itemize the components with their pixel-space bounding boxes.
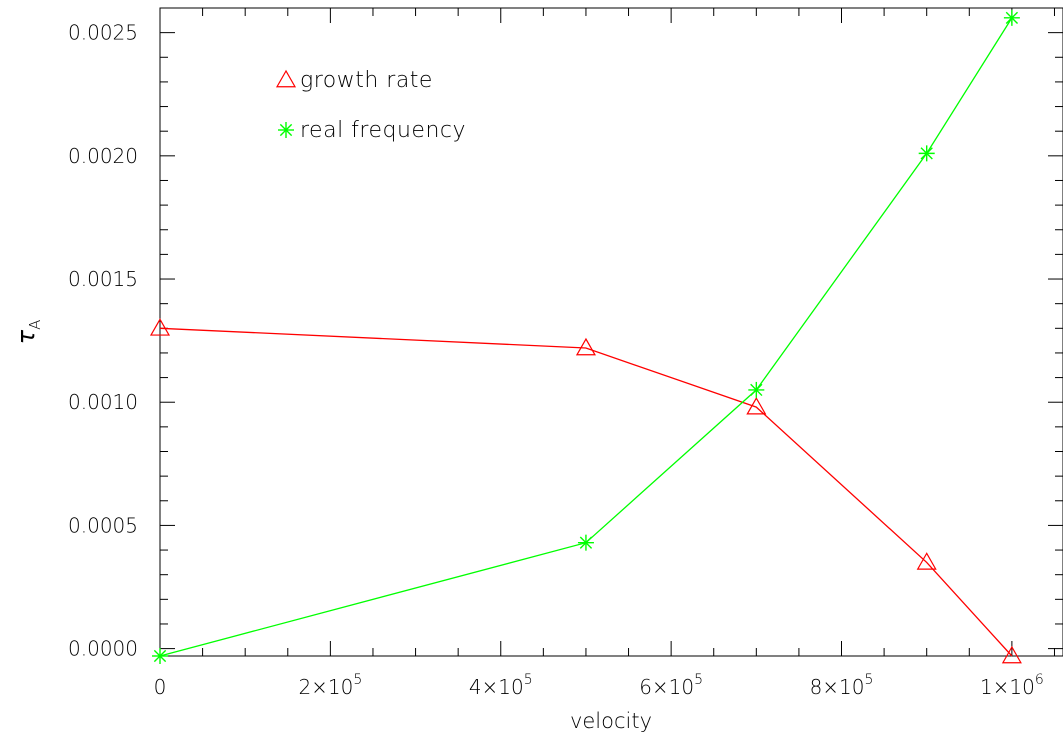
data-point-asterisk [748,381,765,398]
data-point-asterisk [152,648,168,664]
series-line [159,327,1013,657]
x-axis-title: velocity [570,709,652,733]
series-growth-rate [149,318,1022,664]
x-tick-labels: 0 2×105 4×105 6×105 8×105 1×106 [154,672,1044,699]
x-tick-label-exponent: 5 [865,672,874,688]
x-tick-label-base: 1×10 [980,675,1035,699]
legend: growth rate real frequency [275,68,466,143]
x-tick-label-base: 4×10 [469,675,524,699]
series-layer [149,9,1022,664]
data-point-triangle [916,552,937,570]
legend-label: growth rate [300,68,433,93]
series-line [159,17,1013,657]
y-axis-symbol: τ [12,329,40,344]
x-tick-label-exponent: 5 [524,672,533,688]
y-tick-labels: 0.0000 0.0005 0.0010 0.0015 0.0020 0.0025 [68,21,138,661]
y-tick-label: 0.0010 [68,390,138,414]
legend-item-real-frequency: real frequency [278,118,466,143]
y-tick-label: 0.0025 [68,21,138,45]
plot-frame [159,7,1063,657]
data-point-triangle [575,337,596,356]
x-tick-label-base: 2×10 [298,675,353,699]
x-tick-label: 1×106 [980,672,1044,699]
data-point-asterisk [1003,9,1020,26]
x-tick-label: 4×105 [469,672,533,699]
series-real-frequency [152,9,1020,664]
x-tick-label: 0 [154,675,167,699]
x-tick-label-exponent: 6 [1035,672,1044,688]
legend-asterisk-icon [278,122,294,138]
legend-label: real frequency [300,118,466,143]
legend-triangle-icon [275,69,297,88]
y-axis-title: τA [12,320,44,345]
svg-text:τA: τA [12,320,44,345]
x-tick-label-base: 6×10 [639,675,694,699]
x-tick-label: 8×105 [810,672,874,699]
x-tick-label-exponent: 5 [694,672,703,688]
x-tick-label-exponent: 5 [353,672,362,688]
data-point-triangle [746,396,767,415]
x-tick-label: 6×105 [639,672,703,699]
data-point-asterisk [918,145,935,162]
y-tick-label: 0.0005 [68,513,138,537]
data-point-asterisk [577,534,594,551]
x-tick-label-base: 8×10 [810,675,865,699]
x-tick-label: 2×105 [298,672,362,699]
data-point-triangle [149,318,171,336]
axis-ticks [159,7,1063,656]
x-tick-label-base: 0 [154,675,167,699]
legend-item-growth-rate: growth rate [275,68,433,93]
y-axis-subscript: A [26,320,44,330]
y-tick-label: 0.0020 [68,144,138,168]
y-tick-label: 0.0000 [68,637,138,661]
y-tick-label: 0.0015 [68,267,138,291]
data-point-triangle [1001,645,1022,664]
